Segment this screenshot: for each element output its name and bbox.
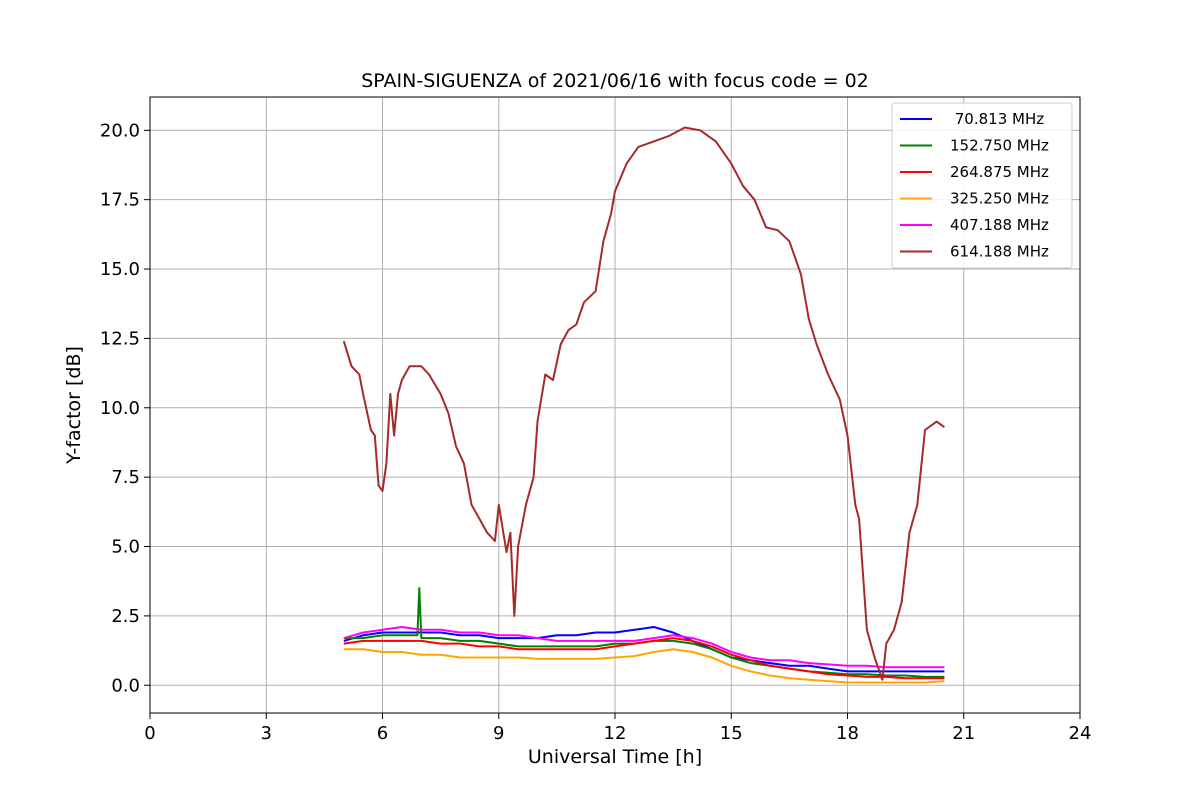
- series-line-2: [343, 637, 945, 680]
- y-axis-label: Y-factor [dB]: [63, 346, 85, 465]
- y-tick-label: 15.0: [100, 259, 140, 280]
- y-tick-label: 10.0: [100, 398, 140, 419]
- ticks: 0 3 6 9 12 15 18 21 24 0.0 2.5 5.0 7.5 10.0 12.5 15.0 17…: [100, 120, 1092, 744]
- legend-label: 70.813 MHz: [950, 110, 1044, 128]
- series-layer: [342, 126, 945, 684]
- x-tick-label: 6: [377, 723, 388, 744]
- y-tick-label: 2.5: [111, 606, 140, 627]
- series-line-1: [343, 587, 945, 678]
- legend-label: 407.188 MHz: [950, 216, 1049, 234]
- x-tick-label: 9: [493, 723, 504, 744]
- legend-label: 264.875 MHz: [950, 163, 1049, 181]
- series-line-5: [342, 126, 945, 681]
- legend-box: [891, 102, 1073, 269]
- x-tick-label: 18: [836, 723, 859, 744]
- x-tick-label: 24: [1069, 723, 1092, 744]
- x-axis-label: Universal Time [h]: [528, 746, 702, 768]
- x-tick-label: 12: [604, 723, 627, 744]
- legend-label: 614.188 MHz: [950, 243, 1049, 261]
- legend: 70.813 MHz 152.750 MHz 264.875 MHz 325.250 …: [891, 102, 1073, 269]
- y-tick-label: 5.0: [111, 537, 140, 558]
- x-tick-label: 15: [720, 723, 743, 744]
- series-line-3: [343, 648, 945, 684]
- x-tick-label: 3: [261, 723, 272, 744]
- x-tick-label: 21: [952, 723, 975, 744]
- y-tick-label: 17.5: [100, 190, 140, 211]
- legend-label: 325.250 MHz: [950, 190, 1049, 208]
- x-tick-label: 0: [144, 723, 155, 744]
- series-line-4: [343, 626, 945, 669]
- y-tick-label: 7.5: [111, 467, 140, 488]
- y-tick-label: 20.0: [100, 120, 140, 141]
- y-tick-label: 12.5: [100, 328, 140, 349]
- y-tick-label: 0.0: [111, 675, 140, 696]
- chart-title: SPAIN-SIGUENZA of 2021/06/16 with focus …: [361, 70, 869, 92]
- legend-label: 152.750 MHz: [950, 137, 1049, 155]
- series-line-0: [343, 626, 945, 673]
